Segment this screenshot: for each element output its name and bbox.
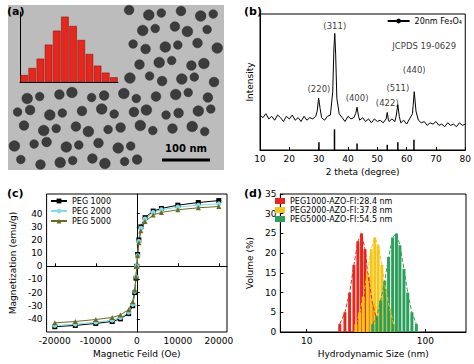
svg-text:30: 30 bbox=[313, 154, 325, 164]
svg-text:PEG 5000: PEG 5000 bbox=[72, 217, 111, 226]
svg-text:5: 5 bbox=[271, 307, 277, 317]
svg-text:-40: -40 bbox=[28, 314, 43, 324]
svg-text:100: 100 bbox=[417, 336, 434, 346]
svg-text:80: 80 bbox=[460, 154, 472, 164]
svg-text:20: 20 bbox=[31, 235, 43, 245]
svg-text:Magnetic Feild (Oe): Magnetic Feild (Oe) bbox=[93, 349, 181, 359]
svg-text:(a): (a) bbox=[7, 5, 24, 18]
svg-text:0: 0 bbox=[134, 336, 140, 346]
svg-text:PEG2000-AZO-FI:37.8 nm: PEG2000-AZO-FI:37.8 nm bbox=[290, 206, 393, 215]
svg-text:JCPDS 19-0629: JCPDS 19-0629 bbox=[391, 41, 456, 51]
svg-text:-10: -10 bbox=[28, 274, 43, 284]
svg-text:25: 25 bbox=[265, 228, 276, 238]
svg-text:(440): (440) bbox=[403, 65, 426, 75]
svg-text:(311): (311) bbox=[323, 21, 346, 31]
svg-text:60: 60 bbox=[401, 154, 413, 164]
svg-text:Volume (%): Volume (%) bbox=[245, 237, 255, 289]
svg-text:Intensity: Intensity bbox=[245, 62, 255, 102]
svg-text:(d): (d) bbox=[244, 187, 262, 200]
svg-text:Hydrodynamic Size (nm): Hydrodynamic Size (nm) bbox=[318, 349, 429, 359]
svg-text:35: 35 bbox=[265, 189, 276, 199]
svg-text:0: 0 bbox=[37, 261, 43, 271]
svg-text:40: 40 bbox=[342, 154, 354, 164]
svg-text:20: 20 bbox=[284, 154, 296, 164]
svg-text:2 theta (degree): 2 theta (degree) bbox=[326, 167, 400, 177]
svg-text:50: 50 bbox=[372, 154, 384, 164]
svg-text:-10000: -10000 bbox=[80, 336, 112, 346]
svg-text:(422): (422) bbox=[376, 98, 399, 108]
svg-text:20000: 20000 bbox=[204, 336, 233, 346]
svg-text:(400): (400) bbox=[346, 93, 369, 103]
svg-text:30: 30 bbox=[265, 209, 277, 219]
svg-text:Magnetization (emu/g): Magnetization (emu/g) bbox=[8, 212, 18, 314]
svg-text:(b): (b) bbox=[244, 5, 262, 18]
svg-text:70: 70 bbox=[430, 154, 442, 164]
svg-text:(c): (c) bbox=[7, 187, 24, 200]
svg-text:10: 10 bbox=[31, 248, 43, 258]
svg-text:PEG 2000: PEG 2000 bbox=[72, 207, 111, 216]
svg-text:100 nm: 100 nm bbox=[165, 143, 207, 154]
svg-text:10: 10 bbox=[265, 288, 277, 298]
svg-text:PEG5000-AZO-FI:54.5 nm: PEG5000-AZO-FI:54.5 nm bbox=[290, 215, 393, 224]
svg-text:20nm Fe₃O₄: 20nm Fe₃O₄ bbox=[415, 17, 462, 26]
svg-text:(220): (220) bbox=[308, 84, 331, 94]
svg-text:10000: 10000 bbox=[163, 336, 192, 346]
svg-text:30: 30 bbox=[31, 222, 43, 232]
svg-text:20: 20 bbox=[265, 248, 277, 258]
svg-text:PEG1000-AZO-FI:28.4 nm: PEG1000-AZO-FI:28.4 nm bbox=[290, 197, 393, 206]
svg-text:15: 15 bbox=[265, 268, 276, 278]
svg-text:10: 10 bbox=[254, 154, 266, 164]
svg-text:10: 10 bbox=[301, 336, 313, 346]
svg-text:-30: -30 bbox=[28, 301, 43, 311]
svg-text:-20000: -20000 bbox=[39, 336, 71, 346]
svg-text:(511): (511) bbox=[386, 83, 409, 93]
svg-text:40: 40 bbox=[31, 209, 43, 219]
svg-text:-20: -20 bbox=[28, 288, 43, 298]
svg-text:PEG 1000: PEG 1000 bbox=[72, 197, 111, 206]
svg-text:0: 0 bbox=[271, 327, 277, 337]
